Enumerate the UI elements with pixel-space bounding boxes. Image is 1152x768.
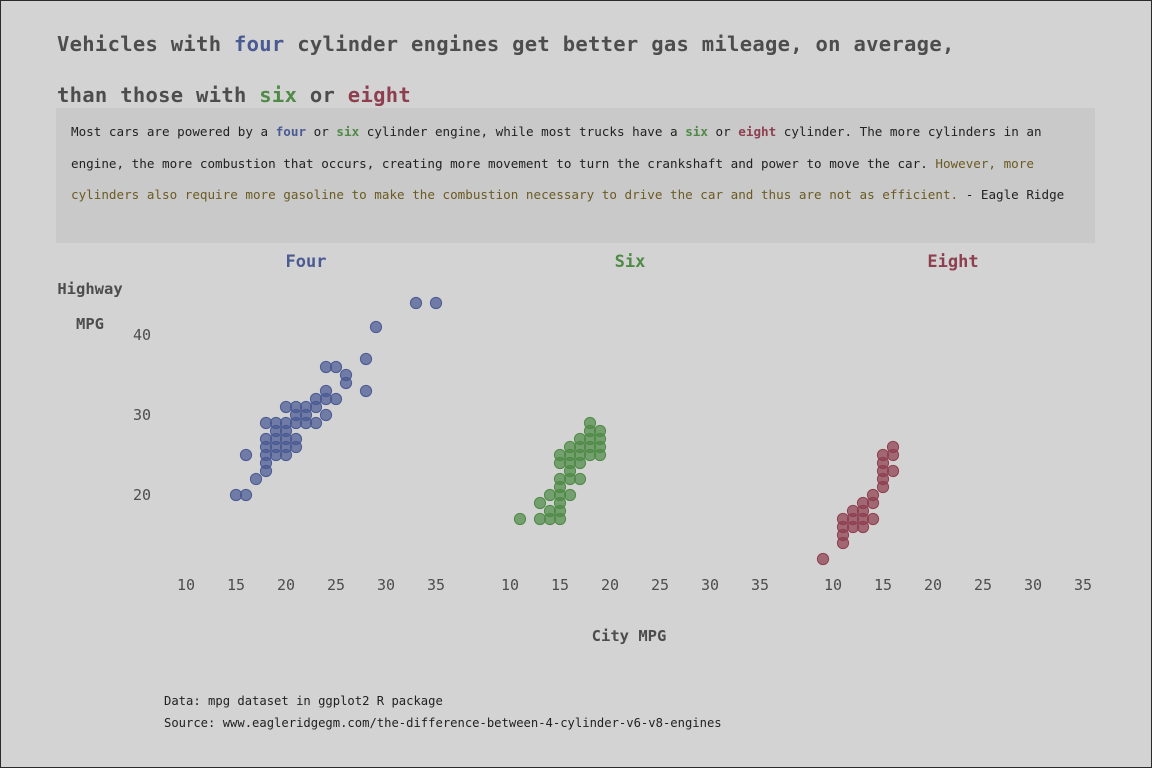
subtitle-box: Most cars are powered by a four or six c… — [56, 108, 1095, 243]
x-tick-label: 35 — [427, 576, 445, 594]
subtitle-part: or — [306, 124, 337, 139]
title-four: four — [234, 32, 285, 56]
subtitle-part: cylinder. The more cylinders in an engin… — [71, 124, 1042, 171]
data-point — [573, 472, 587, 486]
subtitle-text: Most cars are powered by a four or six c… — [71, 116, 1081, 211]
caption-source: Source: www.eagleridgegm.com/the-differe… — [164, 716, 722, 730]
data-point — [409, 296, 423, 310]
data-point — [329, 392, 343, 406]
data-point — [309, 416, 323, 430]
subtitle-four: four — [275, 124, 307, 139]
data-point — [533, 496, 547, 510]
data-point — [289, 432, 303, 446]
chart-title-line-2: than those with six or eight — [57, 83, 411, 107]
x-tick-label: 10 — [501, 576, 519, 594]
x-tick-label: 30 — [377, 576, 395, 594]
x-tick-label: 15 — [874, 576, 892, 594]
data-point — [563, 488, 577, 502]
x-axis-title: City MPG — [592, 627, 667, 645]
x-tick-label: 15 — [551, 576, 569, 594]
x-tick-label: 25 — [327, 576, 345, 594]
data-point — [886, 440, 900, 454]
y-tick-label: 40 — [133, 326, 151, 344]
title-six: six — [259, 83, 298, 107]
x-tick-label: 35 — [1074, 576, 1092, 594]
x-tick-label: 25 — [974, 576, 992, 594]
x-tick-label: 15 — [227, 576, 245, 594]
y-tick-label: 30 — [133, 406, 151, 424]
data-point — [249, 472, 263, 486]
subtitle-eight: eight — [738, 124, 777, 139]
title-text: Vehicles with — [57, 32, 234, 56]
subtitle-six: six — [336, 124, 360, 139]
data-point — [816, 552, 830, 566]
y-tick-label: 20 — [133, 486, 151, 504]
data-point — [359, 352, 373, 366]
x-tick-label: 35 — [751, 576, 769, 594]
data-point — [369, 320, 383, 334]
title-text: or — [297, 83, 348, 107]
facet-title-eight: Eight — [927, 252, 978, 272]
subtitle-part: or — [707, 124, 739, 139]
x-tick-label: 10 — [824, 576, 842, 594]
title-eight: eight — [347, 83, 412, 107]
subtitle-highlight: However, more cylinders also require mor… — [71, 155, 1034, 203]
x-tick-label: 20 — [924, 576, 942, 594]
subtitle-part: Most cars are powered by a — [71, 124, 276, 139]
title-text: cylinder engines get better gas mileage,… — [284, 32, 955, 56]
x-tick-label: 20 — [277, 576, 295, 594]
data-point — [319, 384, 333, 398]
data-point — [866, 488, 880, 502]
data-point — [339, 368, 353, 382]
x-tick-label: 25 — [651, 576, 669, 594]
data-point — [329, 360, 343, 374]
data-point — [359, 384, 373, 398]
data-point — [319, 408, 333, 422]
caption-data: Data: mpg dataset in ggplot2 R package — [164, 694, 443, 708]
subtitle-six: six — [685, 124, 708, 139]
title-text: than those with — [57, 83, 260, 107]
data-point — [593, 424, 607, 438]
y-axis-title: MPG — [76, 315, 104, 333]
x-tick-label: 10 — [177, 576, 195, 594]
data-point — [239, 448, 253, 462]
x-tick-label: 20 — [601, 576, 619, 594]
data-point — [886, 464, 900, 478]
x-tick-label: 30 — [1024, 576, 1042, 594]
data-point — [429, 296, 443, 310]
y-axis-title: Highway — [57, 280, 122, 298]
x-tick-label: 30 — [701, 576, 719, 594]
data-point — [583, 416, 597, 430]
data-point — [239, 488, 253, 502]
facet-title-six: Six — [615, 252, 646, 272]
data-point — [513, 512, 527, 526]
subtitle-part: cylinder engine, while most trucks have … — [359, 124, 686, 139]
chart-title-line-1: Vehicles with four cylinder engines get … — [57, 32, 955, 56]
subtitle-part: - Eagle Ridge — [958, 187, 1065, 203]
data-point — [866, 512, 880, 526]
facet-title-four: Four — [286, 252, 327, 272]
